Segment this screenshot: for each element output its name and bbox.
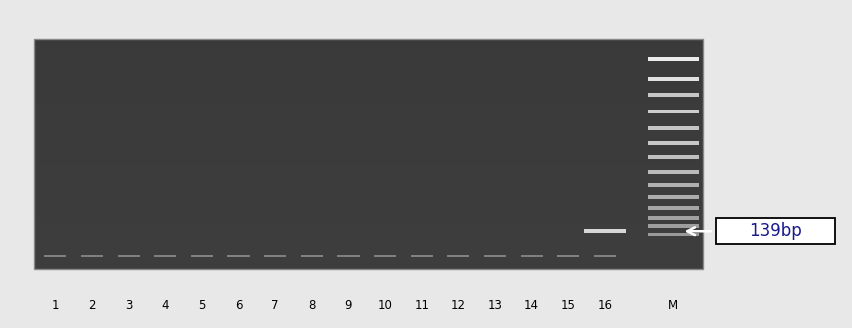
Bar — [34, 235, 703, 240]
Bar — [34, 206, 703, 212]
Bar — [34, 257, 703, 263]
Text: 9: 9 — [345, 298, 352, 312]
Bar — [648, 57, 699, 61]
Text: 8: 8 — [308, 298, 315, 312]
Text: 139bp: 139bp — [749, 222, 802, 240]
Bar — [648, 183, 699, 187]
Bar — [34, 51, 703, 57]
Bar — [648, 141, 699, 145]
Text: 15: 15 — [561, 298, 576, 312]
Bar — [648, 93, 699, 97]
Bar — [521, 255, 543, 257]
Text: 7: 7 — [272, 298, 279, 312]
Bar — [34, 85, 703, 91]
Bar — [301, 255, 323, 257]
Bar — [44, 255, 66, 257]
Bar — [34, 194, 703, 200]
Bar — [557, 255, 579, 257]
Bar — [34, 183, 703, 189]
Bar — [34, 240, 703, 246]
Text: M: M — [668, 298, 678, 312]
Bar — [716, 218, 835, 244]
Text: 12: 12 — [451, 298, 466, 312]
Bar — [648, 224, 699, 228]
Bar — [648, 233, 699, 236]
Text: 2: 2 — [89, 298, 95, 312]
Bar — [191, 255, 213, 257]
Text: 4: 4 — [162, 298, 169, 312]
Bar — [34, 212, 703, 217]
Text: 14: 14 — [524, 298, 539, 312]
Bar — [337, 255, 360, 257]
Bar — [34, 56, 703, 62]
Bar — [34, 189, 703, 194]
Bar — [34, 160, 703, 166]
Bar — [447, 255, 469, 257]
Bar — [34, 166, 703, 171]
Bar — [34, 39, 703, 45]
Bar — [34, 114, 703, 120]
Bar — [34, 97, 703, 102]
Bar — [227, 255, 250, 257]
Bar — [34, 74, 703, 80]
Bar — [648, 206, 699, 210]
Bar — [118, 255, 140, 257]
Text: 6: 6 — [235, 298, 242, 312]
Bar — [34, 103, 703, 108]
Bar — [594, 255, 616, 257]
Bar — [648, 77, 699, 81]
Text: 3: 3 — [125, 298, 132, 312]
Bar — [584, 229, 626, 234]
Text: 5: 5 — [199, 298, 205, 312]
Text: 16: 16 — [597, 298, 613, 312]
Bar — [34, 62, 703, 68]
Bar — [34, 91, 703, 97]
Bar — [34, 246, 703, 252]
Bar — [34, 252, 703, 257]
Bar — [648, 195, 699, 199]
Bar — [34, 229, 703, 235]
Bar — [374, 255, 396, 257]
Bar — [34, 223, 703, 229]
Text: 1: 1 — [52, 298, 59, 312]
Bar — [34, 131, 703, 137]
Bar — [34, 120, 703, 125]
Bar — [34, 217, 703, 223]
Bar — [34, 148, 703, 154]
Bar — [34, 200, 703, 206]
Bar — [34, 171, 703, 177]
Bar — [648, 155, 699, 159]
Bar — [34, 39, 703, 269]
Bar — [648, 216, 699, 220]
Bar — [34, 45, 703, 51]
Bar — [411, 255, 433, 257]
Bar — [34, 143, 703, 148]
Bar — [264, 255, 286, 257]
Bar — [34, 154, 703, 160]
Bar — [34, 68, 703, 74]
Bar — [81, 255, 103, 257]
Bar — [648, 110, 699, 113]
Bar — [648, 170, 699, 174]
Bar — [154, 255, 176, 257]
Bar — [34, 108, 703, 114]
Bar — [484, 255, 506, 257]
Bar — [34, 263, 703, 269]
Text: 11: 11 — [414, 298, 429, 312]
Bar — [34, 137, 703, 143]
Bar — [34, 80, 703, 85]
Text: 10: 10 — [377, 298, 393, 312]
Bar — [34, 177, 703, 183]
Bar — [34, 126, 703, 131]
Text: 13: 13 — [487, 298, 503, 312]
Bar — [648, 126, 699, 130]
